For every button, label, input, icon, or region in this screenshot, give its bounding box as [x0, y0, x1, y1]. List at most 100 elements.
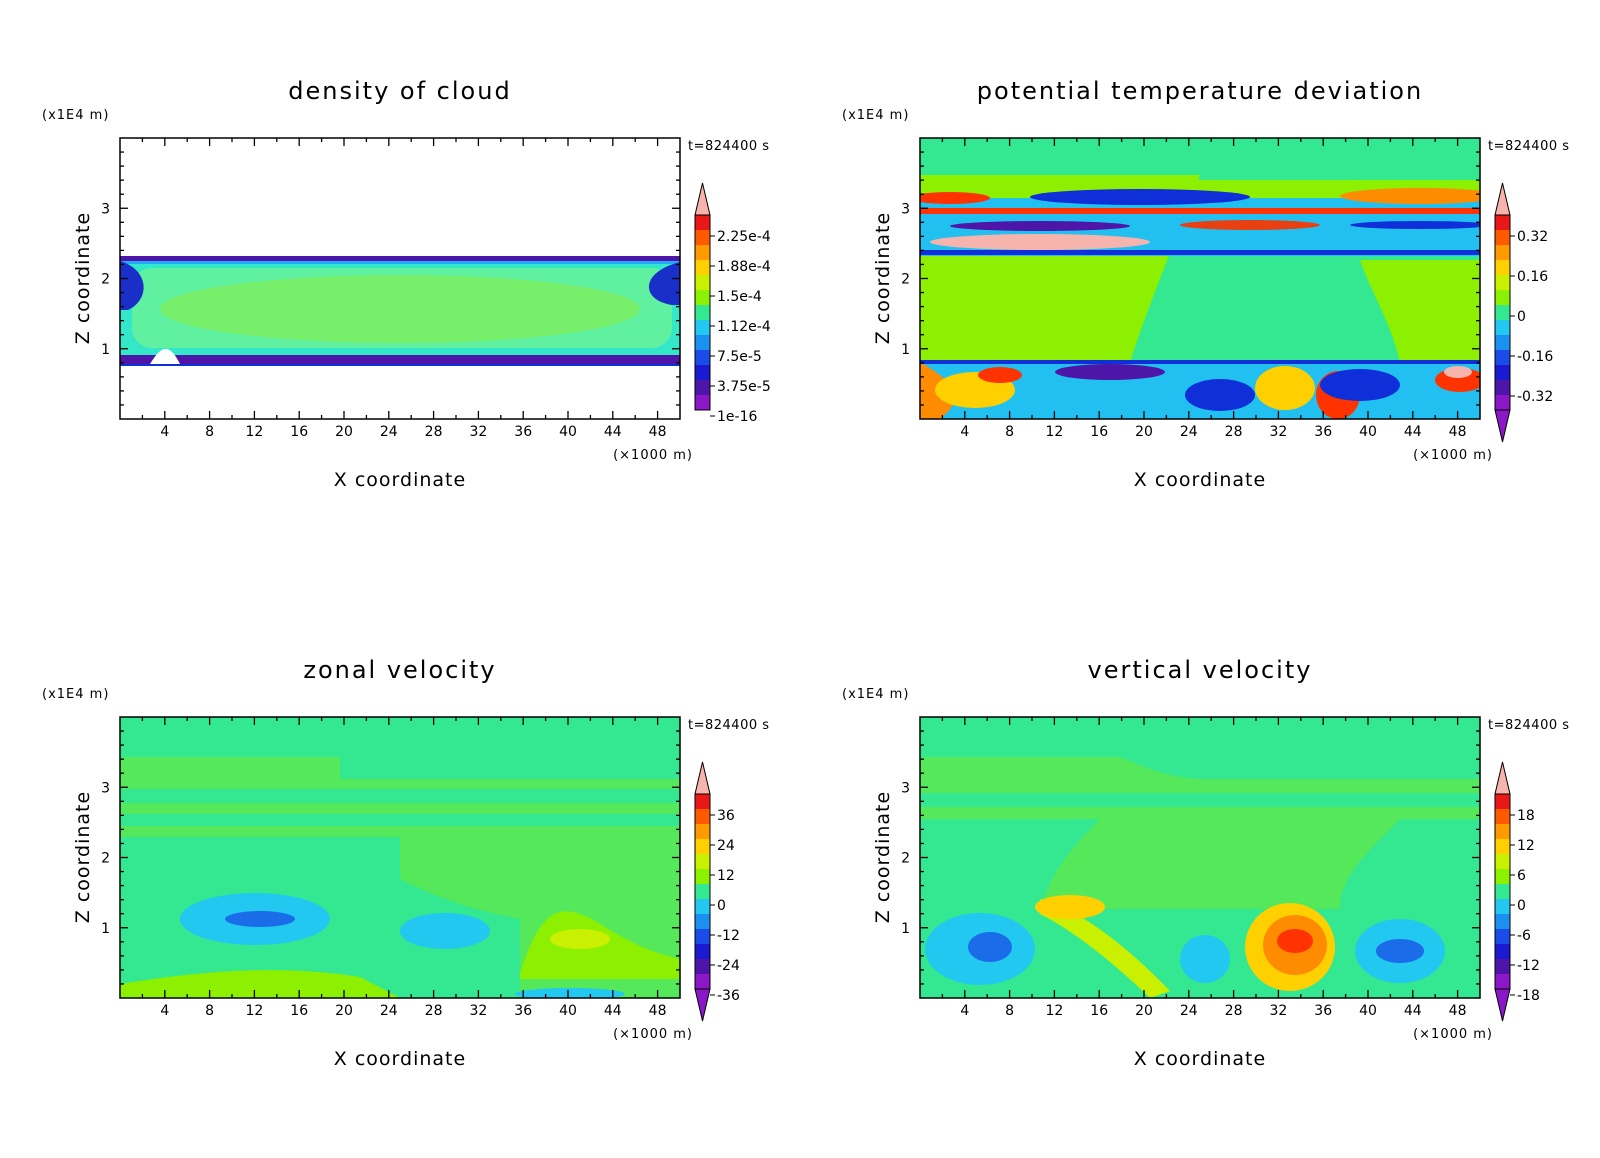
x-tick-label: 20	[335, 424, 353, 440]
x-axis-ticks: 4 8 12 16 20 24 28 32 36 40 44 48	[941, 138, 1467, 440]
colorbar-segment	[695, 839, 710, 854]
x-tick-label: 8	[1005, 1003, 1014, 1019]
y-axis-label: Z coordinate	[872, 212, 894, 344]
colorbar-label: -0.16	[1517, 349, 1553, 365]
chart-potential-temperature-deviation: potential temperature deviation (x1E4 m)…	[842, 77, 1569, 491]
colorbar-min-arrow	[694, 988, 711, 1022]
plot-area	[920, 717, 1480, 998]
colorbar-label: 0.32	[1517, 229, 1548, 245]
colorbar-label: -6	[1517, 928, 1531, 944]
colorbar-segment	[695, 230, 710, 245]
x-tick-label: 36	[514, 424, 532, 440]
x-tick-label: 36	[1314, 424, 1332, 440]
colorbar-segment	[695, 335, 710, 350]
colorbar-min-arrow	[1494, 988, 1511, 1022]
colorbar-label: 3.75e-5	[717, 379, 771, 395]
x-axis-label: X coordinate	[334, 1048, 466, 1070]
colorbar-label: -18	[1517, 988, 1540, 1004]
x-tick-label: 12	[245, 424, 263, 440]
time-label: t=824400 s	[688, 718, 770, 733]
colorbar-segment	[1495, 275, 1510, 290]
x-unit-label: (×1000 m)	[1413, 1027, 1493, 1042]
x-tick-label: 24	[1180, 1003, 1198, 1019]
x-tick-label: 4	[160, 424, 169, 440]
y-axis-label: Z coordinate	[872, 791, 894, 923]
colorbar-label: -36	[717, 988, 740, 1004]
colorbar: 18 12 6 0 -6 -12 -18	[1494, 761, 1540, 1022]
x-tick-label: 32	[469, 424, 487, 440]
x-tick-label: 44	[1404, 424, 1422, 440]
x-tick-label: 48	[649, 1003, 667, 1019]
colorbar-segment	[1495, 365, 1510, 380]
colorbar-max-arrow	[1494, 761, 1511, 795]
colorbar-segment	[1495, 245, 1510, 260]
y-axis-label: Z coordinate	[72, 791, 94, 923]
x-tick-label: 48	[649, 424, 667, 440]
x-tick-label: 40	[559, 424, 577, 440]
colorbar: 2.25e-4 1.88e-4 1.5e-4 1.12e-4 7.5e-5 3.75e-5…	[694, 182, 771, 425]
colorbar-segment	[695, 215, 710, 230]
x-axis-ticks: 4 8 12 16 20 24 28 32 36 40 44 48	[941, 717, 1467, 1019]
chart-title: potential temperature deviation	[977, 77, 1423, 105]
colorbar-segment	[695, 974, 710, 989]
y-tick-label: 1	[901, 921, 910, 937]
colorbar-segment	[1495, 350, 1510, 365]
colorbar-segment	[1495, 899, 1510, 914]
colorbar-segment	[1495, 869, 1510, 884]
x-tick-label: 24	[1180, 424, 1198, 440]
x-tick-label: 16	[1090, 424, 1108, 440]
x-tick-label: 4	[960, 1003, 969, 1019]
colorbar-label: 6	[1517, 868, 1526, 884]
y-tick-label: 3	[101, 780, 110, 796]
y-tick-label: 1	[101, 921, 110, 937]
colorbar-segment	[695, 944, 710, 959]
x-tick-label: 20	[335, 1003, 353, 1019]
colorbar: 36 24 12 0 -12 -24 -36	[694, 761, 740, 1022]
x-tick-label: 40	[1359, 1003, 1377, 1019]
x-tick-label: 48	[1449, 424, 1467, 440]
x-tick-label: 32	[1269, 1003, 1287, 1019]
colorbar-segment	[695, 380, 710, 395]
colorbar-segment	[695, 929, 710, 944]
y-tick-label: 1	[101, 342, 110, 358]
x-unit-label: (×1000 m)	[613, 448, 693, 463]
y-unit-label: (x1E4 m)	[842, 687, 909, 702]
x-tick-label: 48	[1449, 1003, 1467, 1019]
x-tick-label: 28	[1225, 1003, 1243, 1019]
colorbar-segment	[695, 809, 710, 824]
colorbar-segment	[695, 884, 710, 899]
y-tick-label: 2	[101, 851, 110, 867]
colorbar-segment	[1495, 230, 1510, 245]
time-label: t=824400 s	[688, 139, 770, 154]
colorbar-segment	[695, 275, 710, 290]
x-tick-label: 12	[1045, 1003, 1063, 1019]
chart-zonal-velocity: zonal velocity (x1E4 m) t=824400 s 4 8 12 1…	[42, 656, 770, 1070]
colorbar-segment	[695, 350, 710, 365]
x-tick-label: 8	[205, 1003, 214, 1019]
colorbar-max-arrow	[694, 182, 711, 216]
x-tick-label: 20	[1135, 1003, 1153, 1019]
y-tick-label: 3	[101, 201, 110, 217]
x-tick-label: 40	[559, 1003, 577, 1019]
x-unit-label: (×1000 m)	[613, 1027, 693, 1042]
colorbar-segment	[1495, 824, 1510, 839]
colorbar-segment	[1495, 290, 1510, 305]
colorbar-segment	[695, 914, 710, 929]
colorbar-label: 1.12e-4	[717, 319, 771, 335]
x-tick-label: 8	[1005, 424, 1014, 440]
colorbar-label: 1.88e-4	[717, 259, 771, 275]
y-tick-label: 3	[901, 201, 910, 217]
x-unit-label: (×1000 m)	[1413, 448, 1493, 463]
colorbar-segment	[695, 245, 710, 260]
y-tick-label: 3	[901, 780, 910, 796]
colorbar-segment	[1495, 335, 1510, 350]
x-tick-label: 12	[1045, 424, 1063, 440]
x-tick-label: 12	[245, 1003, 263, 1019]
colorbar-frame	[694, 214, 711, 411]
x-axis-ticks: 4 8 12 16 20 24 28 32 36 40 44 48	[141, 717, 667, 1019]
x-axis-label: X coordinate	[334, 469, 466, 491]
x-axis-label: X coordinate	[1134, 469, 1266, 491]
x-tick-label: 16	[290, 424, 308, 440]
x-tick-label: 28	[425, 424, 443, 440]
